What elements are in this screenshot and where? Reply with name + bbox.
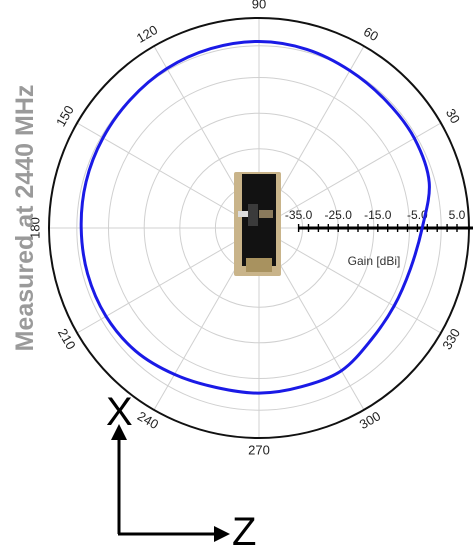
x-axis-letter: X xyxy=(106,390,133,434)
grid-spoke xyxy=(258,122,442,229)
gain-tick-label: -5.0 xyxy=(407,208,428,222)
measurement-frequency-label: Measured at 2440 MHz xyxy=(11,84,39,352)
angle-tick-label: 90 xyxy=(252,0,266,11)
angle-tick-labels: 0306090120150180210240270300330 xyxy=(27,0,463,457)
gain-tick-label: 5.0 xyxy=(449,208,466,222)
antenna-chip xyxy=(248,204,258,226)
gain-axis: -35.0 -25.0 -15.0 -5.0 5.0 Gain [dBi] xyxy=(285,208,473,268)
gain-tick-label: -35.0 xyxy=(285,208,313,222)
angle-tick-label: 270 xyxy=(248,442,270,457)
z-axis-letter: Z xyxy=(232,510,257,554)
gain-axis-title: Gain [dBi] xyxy=(348,254,401,268)
gain-tick-label: -15.0 xyxy=(364,208,392,222)
angle-tick-label: 150 xyxy=(53,103,77,129)
radiation-pattern xyxy=(79,39,431,395)
angle-tick-label: 120 xyxy=(134,22,160,46)
z-arrow-head xyxy=(214,526,230,542)
grid-spoke xyxy=(76,227,260,334)
x-arrow-head xyxy=(111,424,127,440)
angle-tick-label: 180 xyxy=(27,217,42,239)
gain-tick-label: -25.0 xyxy=(325,208,353,222)
antenna-pad xyxy=(259,210,273,218)
antenna-body xyxy=(242,174,276,266)
antenna-connector xyxy=(238,211,248,217)
antenna-photo xyxy=(234,172,281,276)
xz-axes-arrows xyxy=(111,424,230,542)
angle-tick-label: 60 xyxy=(361,24,381,44)
angle-tick-label: 30 xyxy=(443,106,463,126)
grid-spoke xyxy=(258,227,442,334)
antenna-feed xyxy=(246,258,272,272)
grid-spoke xyxy=(76,122,260,229)
